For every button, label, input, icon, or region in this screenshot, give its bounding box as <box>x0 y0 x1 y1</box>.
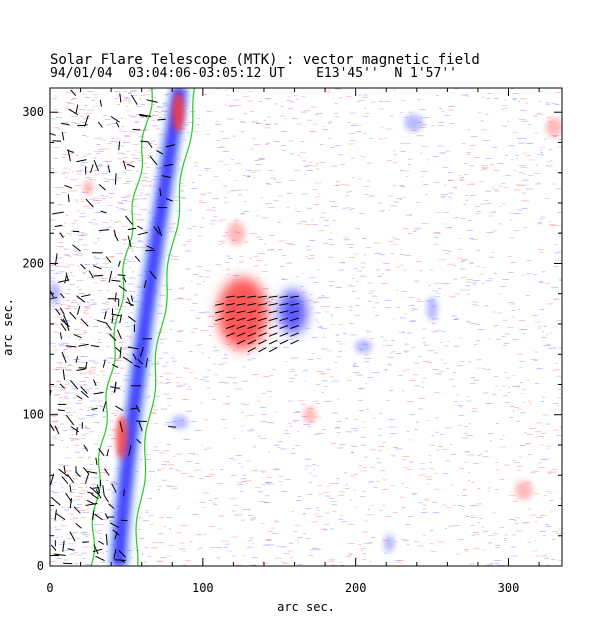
minor-patch <box>545 117 562 137</box>
positive-spot <box>217 277 268 350</box>
transverse-vector-layer <box>50 89 300 565</box>
minor-patch <box>515 480 533 500</box>
minor-patch <box>227 221 246 246</box>
minor-patch <box>354 339 372 354</box>
y-axis-label: arc sec. <box>1 298 15 356</box>
x-tick-label: 300 <box>498 581 520 595</box>
positive-ridge-patch <box>172 92 185 133</box>
minor-patch <box>303 406 317 424</box>
noise-positive <box>50 88 562 566</box>
x-tick-label: 100 <box>192 581 214 595</box>
x-tick-label: 200 <box>345 581 367 595</box>
y-tick-label: 200 <box>22 256 44 270</box>
polarity-features-layer <box>50 88 562 566</box>
minor-patch <box>404 114 424 132</box>
x-axis-label: arc sec. <box>277 600 335 614</box>
minor-patch <box>50 282 61 306</box>
vector-field <box>50 89 300 565</box>
limb-contour-layer <box>90 88 196 566</box>
y-tick-label: 100 <box>22 408 44 422</box>
y-tick-label: 0 <box>37 559 44 573</box>
axes: 0 100 200 300 0 100 200 300 <box>22 88 562 595</box>
minor-patch <box>82 180 94 195</box>
y-tick-label: 300 <box>22 105 44 119</box>
positive-ridge-patch <box>115 415 128 460</box>
minor-patch <box>426 296 438 321</box>
x-tick-label: 0 <box>46 581 53 595</box>
limb-contour-outer <box>135 88 196 566</box>
limb-contour-inner <box>90 88 153 566</box>
figure-subtitle: 94/01/04 03:04:06-03:05:12 UT E13'45'' N… <box>50 66 457 81</box>
plot-frame <box>49 87 563 567</box>
minor-patch <box>383 534 395 553</box>
negative-ridge <box>112 88 186 566</box>
minor-patch <box>171 415 189 430</box>
figure-title: Solar Flare Telescope (MTK) : vector mag… <box>50 52 480 68</box>
